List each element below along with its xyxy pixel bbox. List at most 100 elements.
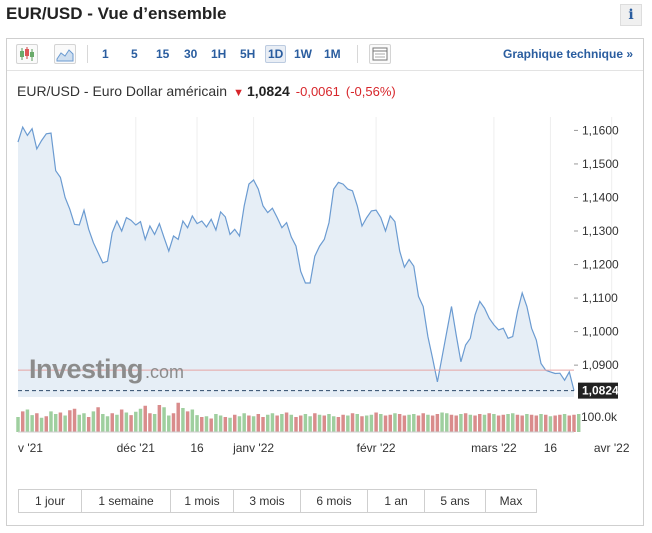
volume-bar — [35, 413, 39, 432]
x-tick-label: mars '22 — [471, 441, 517, 455]
volume-bar — [289, 414, 294, 432]
volume-bar — [430, 415, 435, 432]
price-area — [18, 127, 574, 397]
instrument-name: EUR/USD - Euro Dollar américain — [17, 83, 228, 99]
interval-5h[interactable]: 5H — [240, 47, 256, 61]
page-title: EUR/USD - Vue d’ensemble — [6, 4, 227, 23]
interval-1d[interactable]: 1D — [265, 45, 287, 63]
volume-bar — [331, 416, 336, 432]
range-button-7[interactable]: Max — [486, 490, 536, 512]
volume-bar — [421, 413, 425, 432]
volume-bar — [162, 407, 166, 432]
technical-chart-link[interactable]: Graphique technique » — [503, 47, 634, 61]
volume-bar — [270, 413, 275, 432]
price-chart[interactable]: 1,1600 1,1500 1,1400 1,1300 1,1200 1,1100 1,10… — [7, 39, 643, 459]
time-range-selector: 1 jour 1 semaine 1 mois 3 mois 6 mois 1 an 5 a… — [18, 489, 537, 513]
volume-bar — [459, 414, 463, 432]
volume-bar — [313, 413, 317, 432]
volume-bar — [157, 405, 162, 432]
volume-bar — [468, 414, 473, 432]
volume-bar — [261, 417, 265, 432]
volume-bar — [265, 414, 270, 432]
watermark-suffix: .com — [145, 362, 184, 382]
volume-bar — [228, 417, 232, 432]
volume-bar — [251, 416, 256, 432]
volume-bars — [16, 402, 581, 433]
volume-bar — [209, 418, 213, 432]
volume-bar — [478, 414, 482, 432]
volume-bar — [237, 416, 242, 432]
info-button[interactable]: i — [620, 4, 642, 26]
volume-bar — [138, 408, 143, 432]
x-tick-label: 16 — [544, 441, 558, 455]
volume-bar — [176, 402, 180, 432]
volume-bar — [426, 414, 430, 432]
volume-bar — [567, 415, 572, 432]
volume-bar — [501, 414, 506, 432]
volume-bar — [322, 415, 327, 432]
volume-bar — [346, 415, 350, 432]
volume-bar — [284, 412, 289, 432]
chart-toolbar: 1 5 15 30 1H 5H 1D 1W 1M Graphique techn… — [7, 39, 643, 71]
interval-30[interactable]: 30 — [184, 47, 198, 61]
volume-bar — [101, 414, 105, 432]
volume-bar — [167, 415, 171, 432]
price-line — [17, 125, 575, 391]
y-tick-label: 1,1500 — [582, 157, 619, 171]
interval-5[interactable]: 5 — [131, 47, 138, 61]
volume-bar — [341, 414, 345, 432]
volume-bar — [492, 414, 496, 432]
volume-bar — [482, 414, 487, 432]
volume-bar — [534, 415, 539, 432]
volume-bar — [171, 413, 176, 432]
volume-bar — [558, 414, 562, 432]
volume-bar — [143, 405, 147, 432]
volume-bar — [548, 416, 553, 432]
last-price-tag: 1,0824 — [582, 384, 619, 398]
volume-bar — [336, 417, 341, 432]
volume-bar — [487, 413, 491, 432]
interval-15[interactable]: 15 — [156, 47, 170, 61]
volume-bar — [364, 415, 369, 432]
volume-bar — [412, 414, 416, 432]
volume-bar — [105, 416, 110, 432]
area-chart-icon[interactable] — [54, 44, 76, 64]
interval-1h[interactable]: 1H — [211, 47, 227, 61]
y-axis: 1,1600 1,1500 1,1400 1,1300 1,1200 1,1100 1,10… — [574, 123, 619, 372]
interval-1m[interactable]: 1M — [324, 47, 341, 61]
volume-bar — [134, 411, 138, 432]
volume-bar — [256, 414, 261, 432]
volume-bar — [129, 415, 133, 432]
y-tick-label: 1,0900 — [582, 358, 619, 372]
volume-bar — [379, 414, 383, 432]
range-button-4[interactable]: 6 mois — [301, 490, 368, 512]
volume-bar — [25, 409, 30, 432]
volume-bar — [562, 414, 567, 432]
volume-bar — [30, 415, 34, 432]
volume-bar — [181, 408, 185, 432]
volume-bar — [511, 413, 515, 432]
volume-bar — [520, 415, 524, 432]
range-button-1[interactable]: 1 semaine — [82, 490, 171, 512]
y-tick-label: 1,1300 — [582, 224, 619, 238]
interval-1w[interactable]: 1W — [294, 47, 312, 61]
table-view-icon[interactable] — [369, 44, 391, 64]
range-button-0[interactable]: 1 jour — [19, 490, 82, 512]
candlestick-chart-icon[interactable] — [16, 44, 38, 64]
volume-bar — [82, 413, 86, 432]
volume-bar — [416, 415, 421, 432]
volume-bar — [119, 409, 124, 432]
volume-bar — [110, 413, 114, 432]
volume-bar — [223, 417, 228, 432]
range-button-6[interactable]: 5 ans — [425, 490, 486, 512]
x-axis: v '21 déc '21 16 janv '22 févr '22 mars '22 16… — [18, 441, 630, 455]
toolbar-divider — [357, 45, 358, 63]
interval-1[interactable]: 1 — [102, 47, 109, 61]
volume-bar — [388, 414, 392, 432]
range-button-2[interactable]: 1 mois — [171, 490, 234, 512]
volume-bar — [445, 413, 449, 432]
volume-bar — [280, 414, 284, 432]
range-button-3[interactable]: 3 mois — [234, 490, 301, 512]
volume-bar — [218, 415, 223, 432]
range-button-5[interactable]: 1 an — [368, 490, 425, 512]
